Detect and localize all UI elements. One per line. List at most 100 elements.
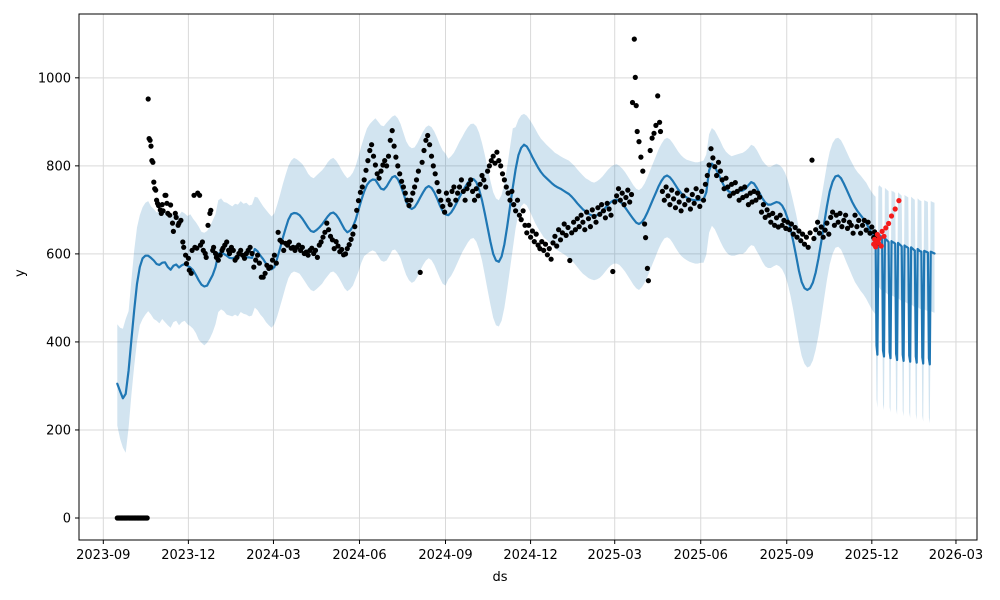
observed-point bbox=[794, 234, 800, 240]
y-tick-label: 800 bbox=[46, 159, 71, 174]
observed-point bbox=[820, 234, 826, 240]
observed-point bbox=[430, 163, 436, 169]
observed-point bbox=[835, 219, 841, 225]
observed-point bbox=[649, 135, 655, 141]
observed-point bbox=[339, 246, 345, 253]
observed-point bbox=[402, 190, 408, 196]
observed-point bbox=[507, 197, 513, 203]
observed-point bbox=[299, 244, 305, 250]
observed-point bbox=[672, 205, 679, 211]
observed-point bbox=[352, 224, 358, 230]
observed-point bbox=[634, 128, 640, 135]
observed-point bbox=[410, 190, 416, 196]
observed-point bbox=[151, 179, 157, 185]
observed-point bbox=[475, 193, 481, 199]
observed-point bbox=[550, 240, 556, 246]
observed-point bbox=[503, 184, 509, 190]
observed-point bbox=[841, 217, 847, 223]
observed-point bbox=[188, 270, 194, 276]
x-tick-label: 2024-09 bbox=[418, 548, 472, 563]
observed-point bbox=[788, 221, 795, 227]
observed-point bbox=[743, 193, 750, 199]
observed-point bbox=[281, 247, 287, 253]
observed-point bbox=[676, 199, 682, 205]
observed-point bbox=[354, 207, 360, 213]
x-tick-label: 2023-09 bbox=[76, 548, 130, 563]
observed-point bbox=[350, 231, 356, 237]
observed-point bbox=[657, 128, 664, 135]
y-tick-label: 400 bbox=[46, 335, 71, 350]
observed-point bbox=[524, 230, 530, 236]
observed-point bbox=[621, 202, 627, 208]
observed-point bbox=[572, 227, 579, 233]
observed-point bbox=[758, 209, 765, 215]
observed-point bbox=[391, 143, 397, 149]
observed-point bbox=[445, 197, 451, 203]
observed-point bbox=[602, 215, 609, 221]
observed-point bbox=[369, 142, 375, 148]
observed-point bbox=[678, 208, 684, 214]
observed-point bbox=[286, 239, 292, 245]
observed-point bbox=[663, 184, 669, 190]
observed-point bbox=[655, 93, 661, 99]
observed-point bbox=[262, 270, 268, 276]
observed-point bbox=[425, 132, 431, 139]
observed-point bbox=[253, 257, 259, 263]
observed-point bbox=[449, 188, 455, 194]
observed-point bbox=[578, 212, 584, 218]
observed-point bbox=[178, 217, 184, 223]
observed-point bbox=[659, 188, 666, 194]
observed-point bbox=[320, 234, 326, 240]
observed-point bbox=[163, 192, 169, 198]
observed-point bbox=[628, 191, 635, 198]
observed-point bbox=[574, 216, 580, 222]
observed-point bbox=[509, 188, 515, 194]
recent-anomaly-point bbox=[881, 233, 887, 239]
observed-point bbox=[595, 205, 601, 211]
observed-point bbox=[541, 247, 547, 253]
observed-point bbox=[376, 175, 382, 181]
recent-anomaly-points bbox=[871, 198, 902, 250]
observed-point bbox=[589, 207, 595, 213]
observed-point bbox=[453, 197, 459, 203]
observed-point bbox=[867, 230, 873, 236]
observed-point bbox=[608, 212, 614, 218]
observed-point bbox=[399, 178, 405, 184]
observed-point bbox=[732, 180, 738, 186]
observed-point bbox=[224, 239, 230, 245]
observed-point bbox=[342, 251, 349, 257]
observed-point bbox=[762, 214, 768, 220]
observed-point bbox=[661, 197, 667, 203]
observed-point bbox=[385, 153, 392, 159]
observed-point bbox=[839, 224, 845, 230]
observed-point bbox=[559, 230, 566, 236]
observed-point bbox=[496, 158, 502, 164]
observed-point bbox=[145, 96, 151, 102]
observed-point bbox=[854, 224, 860, 230]
x-tick-label: 2026-03 bbox=[929, 548, 983, 563]
observed-point bbox=[324, 220, 330, 226]
observed-point bbox=[217, 252, 223, 258]
x-tick-label: 2024-12 bbox=[503, 548, 557, 563]
observed-point bbox=[494, 149, 500, 155]
x-tick-label: 2024-03 bbox=[246, 548, 300, 563]
observed-point bbox=[481, 177, 487, 183]
observed-point bbox=[168, 202, 174, 208]
observed-point bbox=[234, 254, 240, 260]
observed-point bbox=[268, 264, 274, 270]
observed-point bbox=[238, 247, 244, 253]
observed-point bbox=[408, 197, 414, 203]
observed-point bbox=[194, 245, 200, 251]
observed-point bbox=[458, 177, 464, 183]
observed-point bbox=[428, 153, 435, 159]
observed-point bbox=[331, 246, 337, 252]
observed-point bbox=[460, 188, 466, 194]
observed-point bbox=[674, 190, 681, 196]
observed-point bbox=[779, 222, 785, 228]
observed-point bbox=[492, 160, 498, 166]
observed-point bbox=[361, 177, 367, 183]
observed-point bbox=[348, 236, 354, 242]
observed-point bbox=[865, 219, 871, 225]
observed-point bbox=[370, 153, 377, 159]
